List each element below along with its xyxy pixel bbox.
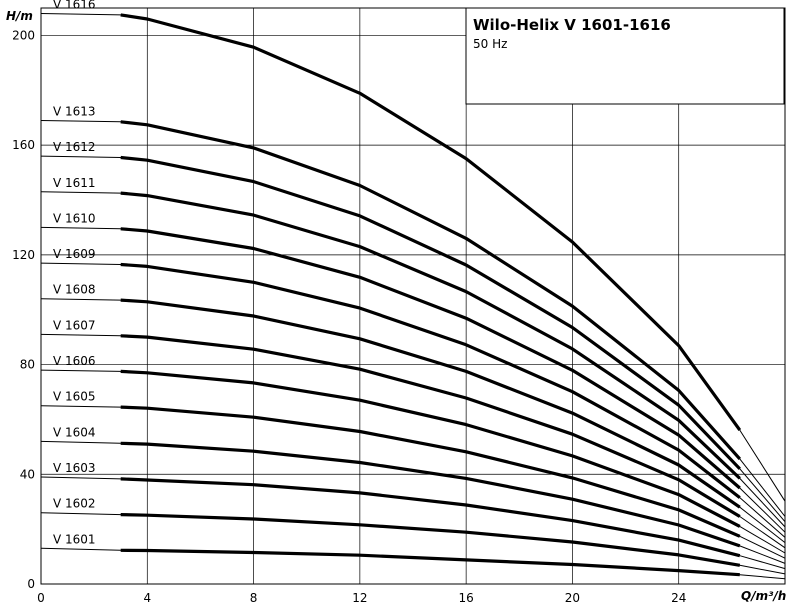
curve-operating-range: [120, 369, 741, 528]
curve-operating-range: [120, 405, 741, 538]
x-tick-label: 24: [671, 591, 686, 605]
curve-label: V 1602: [53, 497, 96, 511]
curve-labels: V 1601 V 1602 V 1603 V 1604 V 1605 V 1606 V 16…: [53, 0, 96, 546]
curve-line: [40, 298, 786, 543]
curve-operating-range: [120, 513, 741, 567]
curve-operating-range: [120, 120, 741, 460]
curve-label: V 1610: [53, 211, 96, 225]
curve-operating-range: [120, 477, 741, 558]
x-tick-label: 8: [250, 591, 258, 605]
curve-label: V 1611: [53, 176, 96, 190]
x-tick-label: 20: [565, 591, 580, 605]
y-tick-label: 160: [12, 138, 35, 152]
curve-label: V 1605: [53, 390, 96, 404]
x-tick-label: 4: [143, 591, 151, 605]
x-tick-label: 16: [459, 591, 474, 605]
curve-line: [40, 512, 786, 575]
y-tick-label: 40: [20, 467, 35, 481]
curve-label: V 1603: [53, 461, 96, 475]
curve-label: V 1607: [53, 318, 96, 332]
curve-operating-range: [120, 191, 741, 480]
curve-label: V 1613: [53, 104, 96, 118]
curve-operating-range: [120, 441, 741, 548]
y-tick-label: 0: [27, 577, 35, 591]
curve-operating-range: [120, 548, 740, 577]
curve-line: [40, 440, 786, 564]
curve-operating-range: [120, 298, 741, 509]
curve-line: [40, 226, 786, 533]
y-axis-title: H/m: [6, 9, 33, 23]
y-tick-label: 80: [20, 358, 35, 372]
curve-label: V 1608: [53, 283, 96, 297]
tick-labels: 0 4 8 12 16 20 24 0 40 80 120 160 200: [12, 28, 686, 605]
x-axis-title: Q/m³/h: [741, 589, 786, 603]
curve-label: V 1606: [53, 354, 96, 368]
x-tick-label: 12: [352, 591, 367, 605]
x-tick-label: 0: [37, 591, 45, 605]
chart-title: Wilo-Helix V 1601-1616: [473, 16, 671, 34]
curve-label: V 1612: [53, 140, 96, 154]
curve-label: V 1609: [53, 247, 96, 261]
y-tick-label: 120: [12, 248, 35, 262]
curve-operating-range: [120, 155, 741, 470]
chart-subtitle: 50 Hz: [473, 37, 507, 51]
curve-line: [40, 405, 786, 559]
curve-operating-range: [120, 227, 741, 490]
title-box: [465, 7, 785, 105]
curve-operating-range: [120, 334, 741, 518]
curve-label: V 1601: [53, 532, 96, 546]
curves: [40, 13, 786, 580]
curve-label: V 1604: [53, 425, 96, 439]
curve-operating-range: [120, 262, 741, 499]
y-tick-label: 200: [12, 28, 35, 42]
curve-line: [40, 120, 786, 517]
curve-operating-range: [120, 13, 742, 432]
curve-label: V 1616: [53, 0, 96, 11]
